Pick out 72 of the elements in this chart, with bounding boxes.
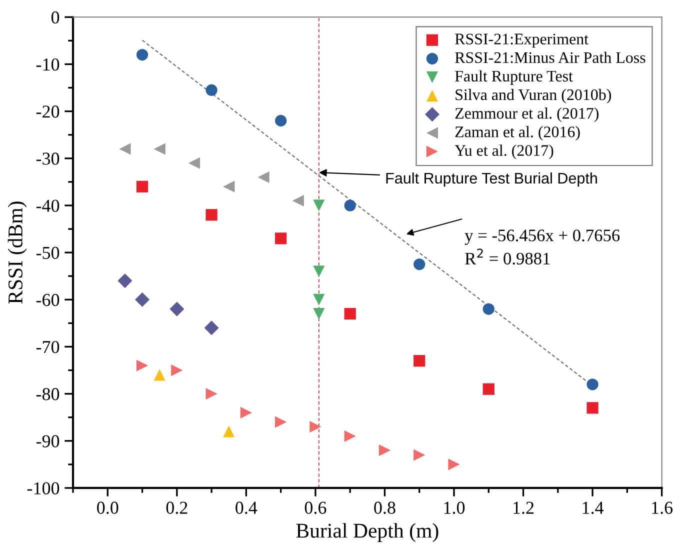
y-tick-label: -90 [36, 435, 60, 448]
y-tick-label: -50 [36, 246, 60, 259]
point [313, 266, 325, 278]
point [154, 143, 166, 155]
y-tick-label: -10 [36, 58, 60, 71]
y-tick-label: -80 [36, 388, 60, 400]
annotation: R$^{2}$ = 0.9881 [465, 248, 550, 265]
x-tick-label: 0.8 [374, 502, 396, 514]
x-tick-label: 0.0 [97, 502, 118, 514]
point [448, 458, 460, 470]
y-tick-label: -60 [36, 294, 60, 306]
y-tick-label: -70 [36, 340, 60, 354]
point [344, 200, 356, 212]
y-axis-title: RSSI (dBm) [8, 202, 27, 304]
point [275, 114, 287, 127]
legend-label: Silva and Vuran (2010b) [456, 88, 611, 104]
legend-label: RSSI-21:Experiment [455, 34, 588, 48]
point [154, 369, 166, 381]
point [344, 430, 356, 442]
point [313, 200, 325, 212]
point [206, 84, 218, 96]
legend-label: Yu et al. (2017) [454, 144, 554, 160]
point [206, 209, 218, 221]
point [313, 308, 325, 320]
x-axis-title: Burial Depth (m) [296, 523, 438, 542]
point [313, 294, 325, 306]
point [275, 232, 287, 244]
x-tick-label: 0.2 [166, 502, 188, 514]
x-tick-label: 0.4 [236, 502, 258, 514]
legend-label: Fault Rupture Test [455, 70, 573, 85]
point [188, 157, 200, 169]
point [223, 426, 235, 438]
point [170, 302, 184, 316]
point [414, 355, 426, 367]
legend-label: Zaman et al. (2016) [455, 126, 580, 141]
point [136, 48, 148, 61]
point [586, 378, 598, 390]
y-tick-label: -40 [36, 200, 60, 212]
x-tick-label: 1.2 [514, 502, 534, 514]
point [134, 292, 150, 307]
point [119, 143, 131, 155]
point [378, 444, 391, 456]
point [275, 416, 287, 428]
x-tick-label: 1.0 [444, 502, 465, 514]
point [204, 320, 219, 336]
point [586, 402, 598, 414]
point [206, 388, 218, 400]
y-tick-label: -30 [36, 152, 60, 165]
point [258, 171, 270, 184]
x-tick-label: 1.6 [652, 502, 673, 514]
x-tick-label: 1.4 [582, 502, 604, 514]
annotation: Fault Rupture Test Burial Depth [386, 172, 597, 187]
point [310, 420, 322, 433]
y-tick-label: -20 [36, 106, 60, 118]
y-tick-label: -100 [27, 482, 60, 494]
annotation: y = -56.456x + 0.7656 [464, 230, 620, 245]
legend-label: RSSI-21:Minus Air Path Loss [455, 52, 646, 64]
point [482, 303, 494, 315]
point [136, 180, 148, 192]
y-tick-label: 0 [51, 11, 60, 24]
point [414, 449, 426, 461]
point [171, 364, 183, 376]
point [482, 383, 494, 395]
point [136, 360, 148, 372]
legend-label: Zemmour et al. (2017) [455, 107, 598, 122]
point [344, 308, 356, 320]
x-tick-label: 0.6 [304, 502, 326, 514]
point [223, 180, 235, 192]
point [292, 194, 304, 207]
point [414, 258, 426, 270]
point [240, 406, 252, 418]
point [118, 274, 132, 288]
